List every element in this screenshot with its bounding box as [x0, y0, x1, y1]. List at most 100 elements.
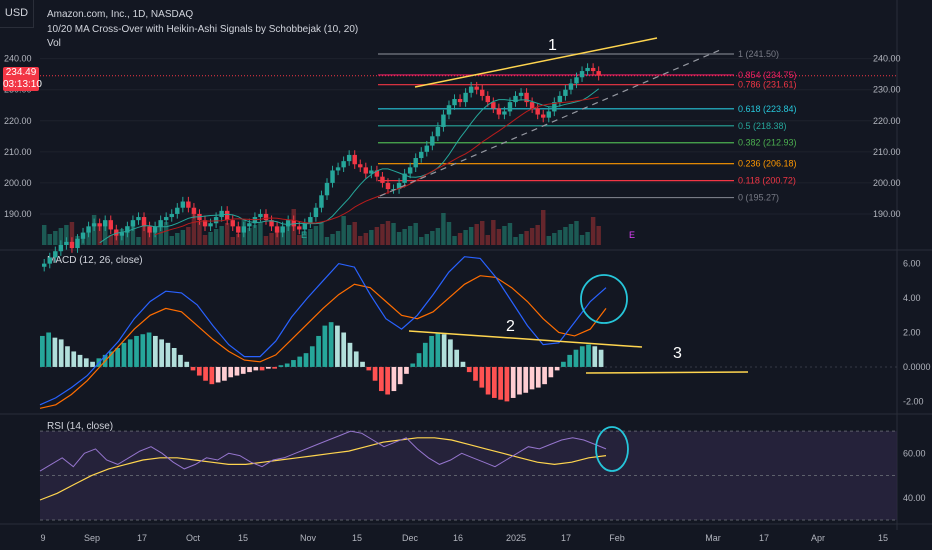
- candle-body: [97, 223, 102, 227]
- macd-histogram-bar: [222, 366, 227, 381]
- volume-bar: [274, 230, 280, 245]
- currency-button[interactable]: USD: [0, 0, 34, 28]
- volume-bar: [380, 224, 385, 245]
- macd-histogram-bar: [592, 346, 598, 367]
- volume-bar: [529, 228, 535, 245]
- bar-countdown: 03:13:10: [3, 79, 42, 90]
- volume-bar: [69, 222, 75, 245]
- volume-bar: [541, 210, 546, 245]
- candle-body: [346, 154, 352, 162]
- candle-body: [64, 241, 69, 245]
- candle-body: [285, 220, 291, 227]
- volume-bar: [596, 226, 601, 245]
- price-tick-label: 230.00: [873, 85, 901, 95]
- candle-body: [302, 223, 308, 230]
- candle-body: [42, 263, 47, 267]
- candle-body: [125, 226, 130, 233]
- time-tick-label: 2025: [506, 533, 526, 543]
- ma-10-line: [99, 88, 600, 244]
- candle-body: [313, 207, 319, 218]
- volume-bar: [413, 223, 418, 245]
- time-tick-label: 16: [453, 533, 463, 543]
- volume-bar: [47, 234, 52, 245]
- macd-tick-label: 2.00: [903, 328, 921, 338]
- macd-histogram-bar: [366, 366, 372, 371]
- macd-histogram-bar: [190, 366, 196, 371]
- volume-bar: [42, 225, 47, 245]
- candle-body: [308, 217, 313, 224]
- volume-bar: [518, 234, 524, 245]
- volume-bars: [42, 209, 601, 245]
- wave-label-3: 3: [673, 345, 682, 362]
- volume-bar: [230, 237, 235, 245]
- macd-tick-label: 4.00: [903, 293, 921, 303]
- volume-bar: [457, 233, 463, 245]
- candle-body: [269, 220, 274, 227]
- indicator-legend: 10/20 MA Cross-Over with Heikin-Ashi Sig…: [47, 24, 359, 35]
- candle-body: [280, 226, 285, 233]
- volume-bar: [175, 233, 180, 245]
- candle-body: [230, 220, 235, 227]
- candle-body: [119, 232, 125, 236]
- price-tick-label: 210.00: [873, 147, 901, 157]
- macd-histogram-bar: [586, 344, 591, 367]
- candle-body: [358, 164, 363, 168]
- volume-bar: [507, 223, 513, 245]
- macd-histogram-bar: [529, 366, 535, 390]
- volume-bar: [86, 230, 91, 245]
- volume-bar: [480, 221, 485, 245]
- volume-bar: [302, 232, 308, 245]
- volume-bar: [252, 225, 258, 245]
- volume-bar: [407, 226, 413, 245]
- macd-histogram-bar: [598, 349, 604, 367]
- macd-histogram-bar: [171, 348, 177, 367]
- macd-histogram-bar: [385, 366, 390, 395]
- rsi-line: [39, 430, 607, 472]
- fib-level-label: 0.382 (212.93): [738, 138, 797, 148]
- macd-histogram-bar: [46, 332, 51, 367]
- macd-histogram-bar: [466, 366, 472, 373]
- volume-legend: Vol: [47, 38, 61, 49]
- left-price-tick-label: 220.00: [4, 116, 32, 126]
- volume-bar: [285, 224, 291, 245]
- time-tick-label: 15: [878, 533, 888, 543]
- candle-body: [352, 154, 357, 165]
- candle-body: [480, 89, 485, 96]
- price-candles: [42, 63, 601, 272]
- macd-histogram-bar: [259, 366, 265, 371]
- volume-bar: [258, 222, 263, 245]
- volume-bar: [502, 226, 507, 245]
- volume-bar: [424, 234, 430, 245]
- volume-bar: [552, 233, 557, 245]
- candle-body: [191, 207, 197, 214]
- earnings-marker: E: [629, 230, 635, 240]
- volume-bar: [579, 235, 585, 245]
- fib-level-label: 0.5 (218.38): [738, 121, 787, 131]
- volume-bar: [463, 230, 468, 245]
- macd-histogram-bar: [253, 366, 259, 371]
- volume-bar: [202, 235, 208, 245]
- volume-bar: [369, 230, 374, 245]
- macd-histogram-bar: [372, 366, 378, 381]
- macd-histogram-bar: [90, 361, 95, 367]
- candle-body: [147, 226, 152, 233]
- volume-bar: [330, 234, 335, 245]
- candle-body: [136, 217, 141, 221]
- macd-histogram-bar: [228, 366, 234, 378]
- volume-bar: [430, 231, 435, 245]
- volume-bar: [396, 232, 402, 245]
- macd-histogram-bar: [554, 366, 560, 371]
- candle-body: [102, 220, 108, 227]
- candle-body: [186, 201, 191, 208]
- volume-bar: [197, 221, 202, 245]
- volume-bar: [130, 223, 136, 245]
- macd-histogram-bar: [347, 342, 353, 367]
- macd-histogram-bar: [303, 353, 309, 367]
- volume-bar: [269, 233, 274, 245]
- macd-signal-line: [39, 275, 607, 409]
- macd-histogram-bar: [479, 366, 485, 388]
- volume-bar: [213, 229, 219, 245]
- macd-histogram-bar: [341, 332, 347, 367]
- last-price: 234.49: [5, 67, 37, 78]
